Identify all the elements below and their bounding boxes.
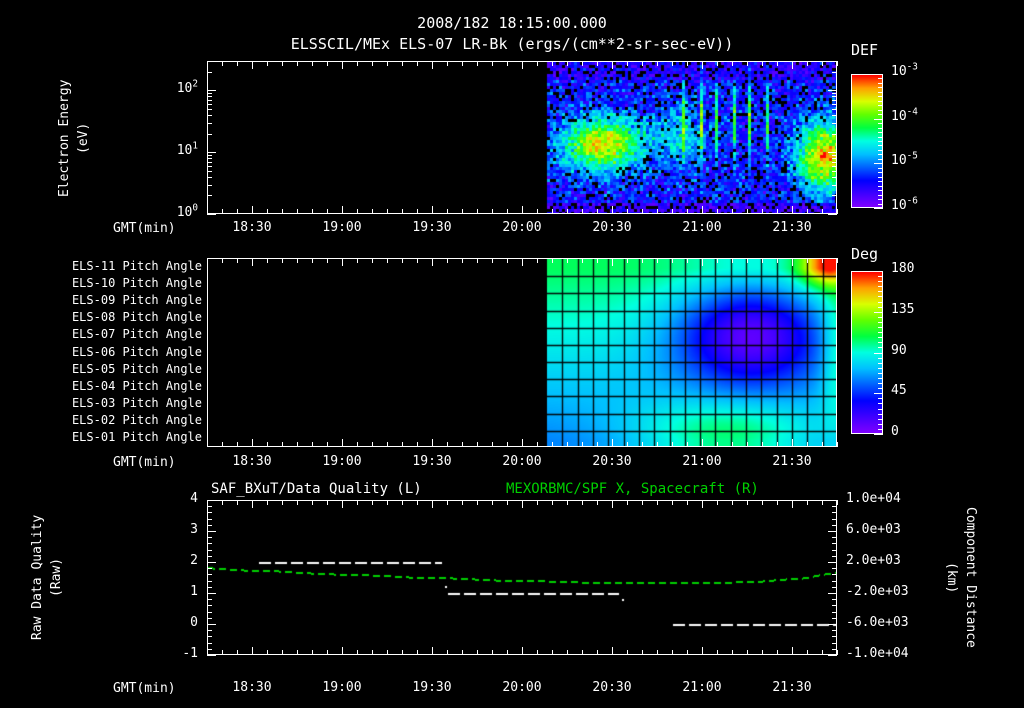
spectrogram-xaxis-label: GMT(min) — [113, 221, 176, 236]
spectrogram-ylabel-1: Electron Energy — [57, 79, 72, 197]
timeseries-plot — [208, 501, 836, 654]
main-title: 2008/182 18:15:00.000 — [417, 14, 607, 32]
def-colorbar-gradient — [852, 75, 882, 207]
timeseries-title-right: MEXORBMC/SPF X, Spacecraft (R) — [506, 481, 759, 497]
timeseries-ylabel-left-2: (Raw) — [49, 557, 64, 598]
timeseries-xaxis-label: GMT(min) — [113, 681, 176, 696]
timeseries-ylabel-left-1: Raw Data Quality — [30, 514, 45, 641]
timeseries-panel[interactable] — [207, 500, 837, 655]
pitch-angle-image — [208, 259, 836, 446]
timeseries-ylabel-right-2: (km) — [944, 561, 959, 594]
spectrogram-panel[interactable] — [207, 61, 837, 214]
sub-title: ELSSCIL/MEx ELS-07 LR-Bk (ergs/(cm**2-sr… — [290, 35, 734, 53]
spectrogram-image — [208, 62, 836, 213]
deg-colorbar-title: Deg — [851, 245, 879, 263]
spectrogram-ylabel-2: (eV) — [76, 122, 91, 154]
pitch-angle-panel[interactable] — [207, 258, 837, 447]
deg-colorbar[interactable] — [851, 271, 883, 434]
def-colorbar[interactable] — [851, 74, 883, 208]
timeseries-ylabel-right-1: Component Distance — [963, 507, 978, 648]
timeseries-title-left: SAF_BXuT/Data Quality (L) — [211, 481, 422, 497]
deg-colorbar-gradient — [852, 272, 882, 433]
pitch-angle-xaxis-label: GMT(min) — [113, 455, 176, 470]
def-colorbar-title: DEF — [851, 41, 879, 59]
